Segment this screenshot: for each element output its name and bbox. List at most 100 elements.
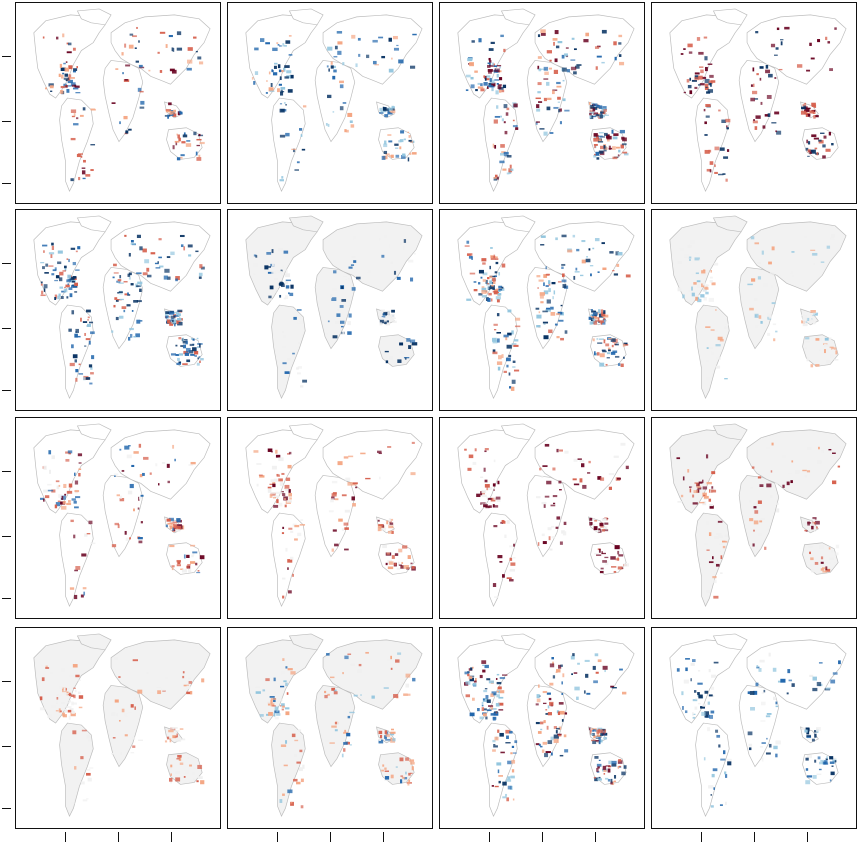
data-cell xyxy=(774,77,777,79)
data-cell xyxy=(560,304,563,307)
data-cell xyxy=(756,665,759,668)
data-cell xyxy=(269,494,273,498)
data-cell xyxy=(58,494,62,498)
data-cell xyxy=(183,684,189,687)
data-cell xyxy=(771,284,774,288)
data-cell xyxy=(829,756,834,760)
data-cell xyxy=(378,36,384,39)
data-cell xyxy=(804,729,808,733)
data-cell xyxy=(58,293,61,297)
data-cell xyxy=(710,270,713,273)
data-cell xyxy=(710,794,713,796)
map-panel-r1c1 xyxy=(15,2,221,204)
data-cell xyxy=(596,729,600,734)
data-cell xyxy=(112,276,115,279)
data-cell xyxy=(548,280,551,285)
data-cell xyxy=(682,294,685,299)
data-cell xyxy=(115,299,119,302)
data-cell xyxy=(67,450,73,454)
data-cell xyxy=(545,713,549,715)
data-cell xyxy=(593,133,598,137)
data-cell xyxy=(394,562,397,566)
world-map-r2c1 xyxy=(33,215,211,399)
data-cell xyxy=(407,157,410,162)
data-cell xyxy=(498,84,502,86)
data-cell xyxy=(175,141,178,146)
data-cell xyxy=(90,144,96,146)
data-cell xyxy=(75,328,79,333)
data-cell xyxy=(67,274,72,279)
data-cell xyxy=(409,339,416,343)
data-cell xyxy=(707,63,713,65)
data-cell xyxy=(281,346,287,349)
data-cell xyxy=(296,781,301,785)
data-cell xyxy=(748,747,752,751)
data-cell xyxy=(600,526,604,528)
data-cell xyxy=(596,352,600,356)
data-cell xyxy=(695,296,698,301)
map-panel-r2c2 xyxy=(227,209,433,411)
data-cell xyxy=(481,290,487,294)
data-cell xyxy=(546,81,550,86)
data-cell xyxy=(543,66,549,71)
data-cell xyxy=(814,147,818,150)
data-cell xyxy=(610,556,616,560)
data-cell xyxy=(496,331,502,334)
data-cell xyxy=(469,62,474,67)
data-cell xyxy=(176,564,181,567)
data-cell xyxy=(768,652,771,657)
data-cell xyxy=(468,454,474,459)
continent-outline xyxy=(288,633,324,651)
data-cell xyxy=(829,346,834,349)
data-cell xyxy=(408,772,411,776)
data-cell xyxy=(394,553,399,556)
data-cell xyxy=(486,496,489,499)
data-cell xyxy=(70,137,76,141)
data-cell xyxy=(484,77,487,81)
data-cell xyxy=(265,92,268,94)
data-cell xyxy=(613,775,617,779)
data-cell xyxy=(47,714,53,718)
data-cell xyxy=(114,297,118,300)
data-cell xyxy=(169,322,174,326)
data-cell xyxy=(481,705,484,707)
data-cell xyxy=(577,662,580,665)
data-cell xyxy=(594,46,600,49)
data-cell xyxy=(755,682,759,687)
data-cell xyxy=(698,84,701,86)
data-cell xyxy=(802,469,807,472)
data-cell xyxy=(272,483,276,488)
data-cell xyxy=(485,75,491,78)
data-cell xyxy=(759,484,764,488)
data-cell xyxy=(68,74,72,79)
data-cell xyxy=(343,748,346,752)
data-cell xyxy=(818,662,823,664)
data-cell xyxy=(513,339,519,342)
data-cell xyxy=(552,89,558,92)
data-cell xyxy=(809,551,811,555)
data-cell xyxy=(272,497,276,499)
data-cell xyxy=(826,245,831,249)
data-cell xyxy=(598,740,601,745)
data-cell xyxy=(809,320,814,323)
data-cell xyxy=(272,72,278,76)
data-cell xyxy=(589,115,594,120)
data-cell xyxy=(694,706,697,709)
data-cell xyxy=(65,85,68,88)
data-cell xyxy=(726,127,729,130)
data-cell xyxy=(503,121,506,124)
data-cell xyxy=(711,486,714,490)
data-cell xyxy=(71,710,75,714)
data-cell xyxy=(150,252,156,255)
data-cell xyxy=(402,356,405,360)
continent-outline xyxy=(288,8,324,26)
data-cell xyxy=(508,372,511,376)
data-cell xyxy=(139,106,145,109)
data-cell xyxy=(275,287,279,291)
data-cell xyxy=(504,793,508,797)
data-cell xyxy=(400,775,404,777)
data-cell xyxy=(273,504,279,508)
data-cell xyxy=(146,267,150,272)
data-cell xyxy=(378,730,383,735)
data-cell xyxy=(172,444,175,449)
